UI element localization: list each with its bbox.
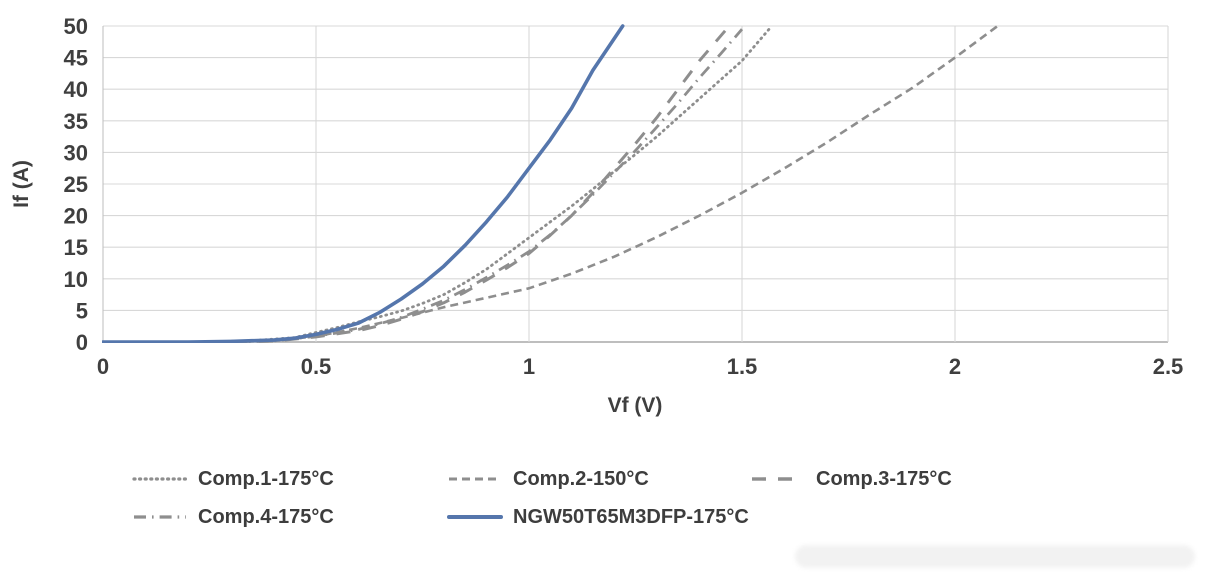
legend-item: Comp.4-175°C	[132, 507, 334, 527]
legend-item: Comp.1-175°C	[132, 469, 334, 489]
x-tick-label: 1	[523, 354, 535, 379]
legend-item: NGW50T65M3DFP-175°C	[447, 507, 749, 527]
x-tick-label: 2.5	[1153, 354, 1184, 379]
series-line	[102, 24, 625, 343]
y-tick-label: 30	[64, 140, 88, 165]
y-tick-label: 10	[64, 267, 88, 292]
y-tick-label: 25	[64, 172, 88, 197]
series-line	[102, 24, 774, 343]
background-smudge	[795, 545, 1195, 568]
legend-item: Comp.2-150°C	[447, 469, 649, 489]
y-tick-label: 20	[64, 204, 88, 229]
legend-line-sample-icon	[449, 477, 501, 481]
gridlines	[102, 25, 1169, 343]
y-tick-label: 50	[64, 14, 88, 39]
x-axis-title: Vf (V)	[608, 394, 663, 417]
legend-label: Comp.3-175°C	[816, 468, 952, 490]
y-axis-title: If (A)	[10, 160, 33, 208]
series-line	[103, 28, 744, 343]
x-tick-label: 2	[949, 354, 961, 379]
legend-line-sample-icon	[752, 477, 804, 481]
x-tick-label: 0.5	[301, 354, 332, 379]
data-series	[102, 24, 999, 343]
y-tick-label: 5	[76, 298, 88, 323]
y-tick-label: 35	[64, 109, 88, 134]
y-tick-label: 0	[76, 330, 88, 355]
legend-label: Comp.4-175°C	[198, 506, 334, 528]
legend-label: Comp.1-175°C	[198, 468, 334, 490]
x-tick-label: 1.5	[727, 354, 758, 379]
legend-item: Comp.3-175°C	[750, 469, 952, 489]
legend-line-sample-icon	[447, 515, 503, 519]
y-tick-label: 15	[64, 235, 88, 260]
legend-label: NGW50T65M3DFP-175°C	[513, 506, 749, 528]
y-tick-label: 45	[64, 46, 88, 71]
legend-line-sample-icon	[132, 477, 188, 481]
legend-line-sample-icon	[134, 515, 186, 519]
y-tick-label: 40	[64, 77, 88, 102]
x-tick-label: 0	[97, 354, 109, 379]
axis-tick-labels: 0 5 10 15 20 25 30 35 40 45 50 0 0.5 1 1.5 2 2.5	[64, 14, 1184, 379]
legend-label: Comp.2-150°C	[513, 468, 649, 490]
series-line	[103, 24, 999, 343]
